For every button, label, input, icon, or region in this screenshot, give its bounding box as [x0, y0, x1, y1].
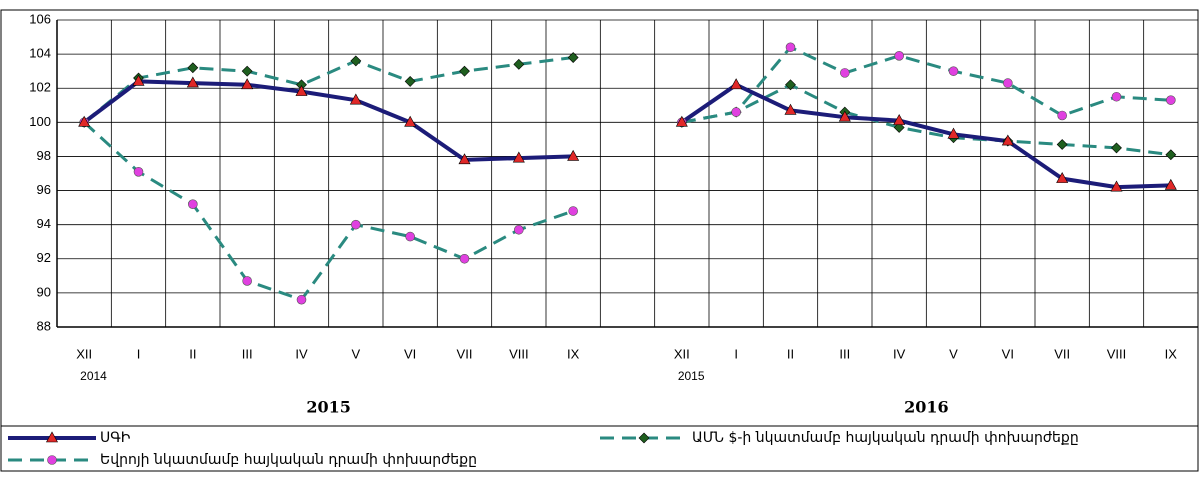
x-tick-label: VIII — [1107, 346, 1127, 361]
y-tick-label: 88 — [37, 318, 51, 333]
marker — [785, 42, 796, 53]
y-tick-label: 98 — [37, 148, 51, 163]
marker — [784, 103, 797, 115]
x-tick-label: VI — [404, 346, 416, 361]
marker — [1003, 78, 1013, 88]
y-tick-label: 94 — [37, 216, 51, 231]
marker — [78, 115, 91, 127]
x-tick-label: III — [839, 346, 850, 361]
marker — [1166, 95, 1176, 105]
x-tick-label: VIII — [509, 346, 529, 361]
marker — [840, 68, 850, 78]
marker — [459, 253, 470, 264]
marker — [351, 219, 361, 230]
marker — [513, 58, 525, 70]
marker — [568, 206, 578, 216]
series-line — [83, 56, 1171, 157]
marker — [675, 115, 688, 127]
legend-label: ՍԳԻ — [100, 430, 131, 446]
y-tick-label: 102 — [29, 80, 51, 95]
y-tick-label: 106 — [29, 11, 51, 26]
marker — [349, 93, 362, 105]
x-tick-label: IV — [295, 346, 308, 361]
marker — [948, 66, 959, 76]
marker — [45, 431, 59, 443]
marker — [404, 115, 417, 127]
x-tick-label: II — [787, 346, 794, 361]
x-tick-label: II — [189, 346, 196, 361]
marker — [404, 75, 416, 87]
marker — [893, 114, 906, 125]
marker — [512, 151, 525, 163]
marker — [1056, 171, 1069, 183]
legend-label: ԱՄՆ $-ի նկատմամբ հայկական դրամի փոխարժեք… — [692, 430, 1079, 446]
marker — [241, 65, 253, 77]
x-tick-label: XII — [76, 346, 92, 361]
marker — [894, 51, 904, 61]
marker — [514, 224, 524, 235]
marker — [241, 78, 254, 90]
group-label: 2015 — [306, 398, 351, 417]
marker — [188, 199, 198, 209]
y-tick-label: 96 — [37, 182, 51, 197]
series-line — [83, 45, 1171, 302]
marker — [1165, 149, 1177, 161]
marker — [785, 79, 796, 91]
marker — [405, 231, 415, 242]
x-tick-label: VII — [457, 346, 473, 361]
marker — [731, 107, 741, 117]
x-tick-label: III — [242, 346, 253, 361]
y-tick-label: 104 — [29, 46, 51, 61]
legend-label: Եվրոյի նկատմամբ հայկական դրամի փոխարժեքը — [100, 452, 477, 468]
marker — [638, 432, 650, 444]
x-tick-label: I — [137, 346, 141, 361]
marker — [893, 122, 905, 133]
marker — [730, 78, 743, 90]
y-tick-label: 90 — [37, 284, 51, 299]
x-tick-label: IX — [1165, 346, 1178, 361]
marker — [1056, 139, 1068, 150]
x-tick-label: VI — [1002, 346, 1014, 361]
x-tick-label: VII — [1054, 346, 1070, 361]
marker — [1111, 142, 1122, 154]
marker — [133, 166, 144, 177]
marker — [47, 455, 57, 465]
marker — [567, 52, 579, 63]
marker — [1057, 110, 1067, 121]
x-tick-label: V — [351, 346, 360, 361]
marker — [296, 294, 307, 305]
marker — [1110, 180, 1123, 192]
frame — [0, 9, 1199, 472]
y-tick-label: 92 — [37, 250, 51, 265]
marker — [132, 74, 145, 86]
x-tick-label: V — [949, 346, 958, 361]
series-line — [82, 79, 1171, 190]
year-label: 2015 — [678, 369, 705, 383]
marker — [1001, 134, 1014, 146]
marker — [947, 127, 960, 139]
y-tick-label: 100 — [29, 114, 51, 129]
year-label: 2014 — [80, 369, 107, 383]
marker — [242, 276, 252, 286]
x-tick-label: XII — [674, 346, 690, 361]
marker — [1111, 91, 1122, 102]
marker — [459, 65, 470, 77]
x-tick-label: IX — [567, 346, 580, 361]
marker — [567, 149, 580, 161]
marker — [350, 55, 362, 67]
marker — [186, 76, 199, 88]
marker — [187, 62, 199, 74]
group-label: 2016 — [904, 398, 949, 417]
marker — [1164, 178, 1177, 190]
marker — [295, 85, 308, 96]
x-tick-label: IV — [893, 346, 906, 361]
marker — [458, 153, 471, 165]
x-tick-label: I — [734, 346, 738, 361]
marker — [838, 110, 851, 122]
